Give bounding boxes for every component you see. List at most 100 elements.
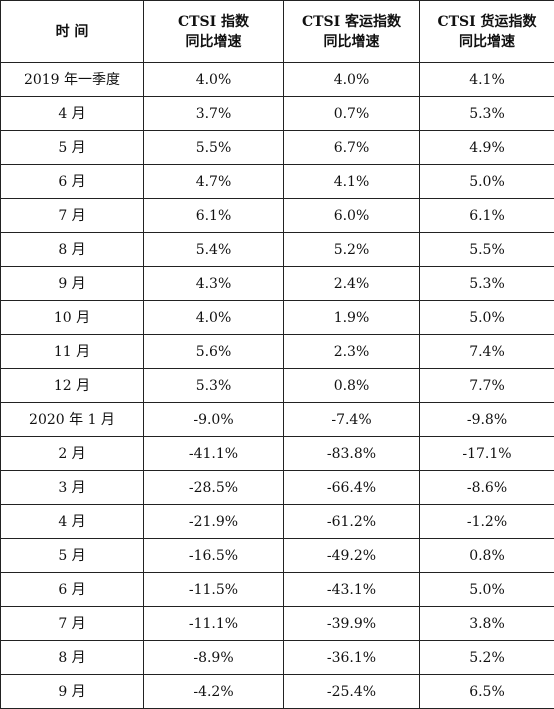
cell-period: 8 月 [1,641,144,675]
cell-passenger-growth: -66.4% [284,471,420,505]
header-line: CTSI 货运指数 [420,12,554,32]
cell-freight-growth: -9.8% [420,403,554,437]
table-row: 5 月-16.5%-49.2%0.8% [1,539,554,573]
cell-passenger-growth: -25.4% [284,675,420,709]
cell-freight-growth: 5.0% [420,573,554,607]
cell-ctsi-growth: -8.9% [144,641,284,675]
cell-period: 7 月 [1,199,144,233]
cell-passenger-growth: 4.1% [284,165,420,199]
table-header: 时 间 CTSI 指数 同比增速 CTSI 客运指数 同比增速 CTSI 货运指… [1,1,554,63]
cell-passenger-growth: 2.4% [284,267,420,301]
cell-ctsi-growth: -11.1% [144,607,284,641]
cell-passenger-growth: -7.4% [284,403,420,437]
cell-passenger-growth: -83.8% [284,437,420,471]
cell-freight-growth: -8.6% [420,471,554,505]
cell-freight-growth: -17.1% [420,437,554,471]
cell-ctsi-growth: 4.7% [144,165,284,199]
cell-passenger-growth: 6.0% [284,199,420,233]
table-row: 6 月-11.5%-43.1%5.0% [1,573,554,607]
cell-period: 12 月 [1,369,144,403]
cell-period: 3 月 [1,471,144,505]
cell-ctsi-growth: 4.3% [144,267,284,301]
cell-freight-growth: -1.2% [420,505,554,539]
cell-passenger-growth: 4.0% [284,63,420,97]
header-time: 时 间 [1,1,144,63]
table-row: 3 月-28.5%-66.4%-8.6% [1,471,554,505]
header-line: CTSI 指数 [144,12,283,32]
header-line: 同比增速 [284,32,419,52]
cell-period: 2020 年 1 月 [1,403,144,437]
cell-freight-growth: 7.4% [420,335,554,369]
header-ctsi-freight-index: CTSI 货运指数 同比增速 [420,1,554,63]
cell-period: 6 月 [1,165,144,199]
table-row: 8 月-8.9%-36.1%5.2% [1,641,554,675]
cell-freight-growth: 5.2% [420,641,554,675]
cell-passenger-growth: -43.1% [284,573,420,607]
header-line: 同比增速 [144,32,283,52]
cell-passenger-growth: 0.8% [284,369,420,403]
cell-period: 2 月 [1,437,144,471]
cell-ctsi-growth: -28.5% [144,471,284,505]
cell-period: 9 月 [1,675,144,709]
cell-freight-growth: 4.9% [420,131,554,165]
cell-ctsi-growth: 6.1% [144,199,284,233]
cell-ctsi-growth: -9.0% [144,403,284,437]
table-row: 7 月-11.1%-39.9%3.8% [1,607,554,641]
cell-freight-growth: 5.3% [420,267,554,301]
cell-freight-growth: 3.8% [420,607,554,641]
cell-period: 5 月 [1,539,144,573]
table-row: 9 月-4.2%-25.4%6.5% [1,675,554,709]
cell-period: 4 月 [1,505,144,539]
cell-freight-growth: 0.8% [420,539,554,573]
cell-period: 10 月 [1,301,144,335]
table-row: 4 月-21.9%-61.2%-1.2% [1,505,554,539]
cell-ctsi-growth: 5.4% [144,233,284,267]
cell-period: 8 月 [1,233,144,267]
header-ctsi-index: CTSI 指数 同比增速 [144,1,284,63]
cell-ctsi-growth: 5.5% [144,131,284,165]
cell-ctsi-growth: 4.0% [144,63,284,97]
cell-freight-growth: 6.1% [420,199,554,233]
cell-freight-growth: 4.1% [420,63,554,97]
cell-period: 6 月 [1,573,144,607]
cell-passenger-growth: 5.2% [284,233,420,267]
cell-period: 7 月 [1,607,144,641]
cell-ctsi-growth: -11.5% [144,573,284,607]
table-row: 2 月-41.1%-83.8%-17.1% [1,437,554,471]
cell-period: 9 月 [1,267,144,301]
cell-freight-growth: 6.5% [420,675,554,709]
header-line: 同比增速 [420,32,554,52]
cell-passenger-growth: 1.9% [284,301,420,335]
cell-period: 4 月 [1,97,144,131]
cell-passenger-growth: 6.7% [284,131,420,165]
cell-passenger-growth: -39.9% [284,607,420,641]
cell-freight-growth: 5.5% [420,233,554,267]
header-line: 时 间 [1,22,143,42]
cell-ctsi-growth: 4.0% [144,301,284,335]
header-ctsi-passenger-index: CTSI 客运指数 同比增速 [284,1,420,63]
cell-freight-growth: 5.0% [420,165,554,199]
cell-ctsi-growth: 5.6% [144,335,284,369]
cell-period: 5 月 [1,131,144,165]
cell-passenger-growth: 2.3% [284,335,420,369]
cell-period: 2019 年一季度 [1,63,144,97]
cell-freight-growth: 7.7% [420,369,554,403]
cell-ctsi-growth: -21.9% [144,505,284,539]
cell-passenger-growth: -61.2% [284,505,420,539]
cell-ctsi-growth: 5.3% [144,369,284,403]
cell-passenger-growth: -36.1% [284,641,420,675]
header-row: 时 间 CTSI 指数 同比增速 CTSI 客运指数 同比增速 CTSI 货运指… [1,1,554,63]
cell-ctsi-growth: -16.5% [144,539,284,573]
cell-ctsi-growth: -41.1% [144,437,284,471]
